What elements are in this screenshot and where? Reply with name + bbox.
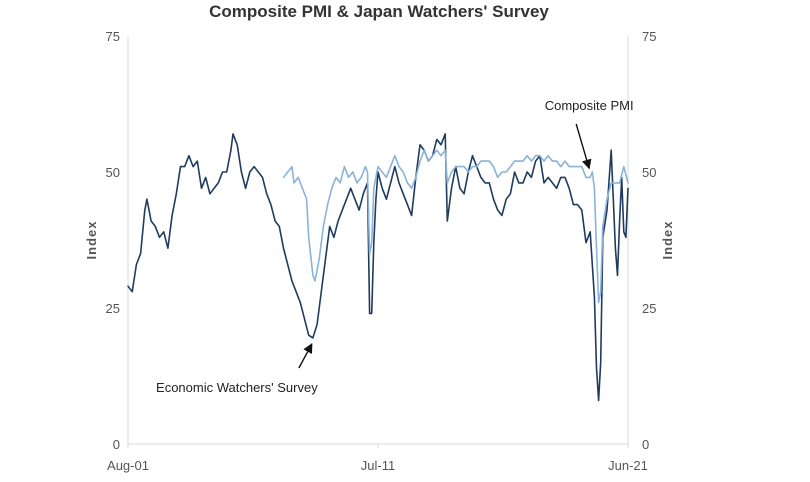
right-y-tick-label: 0 (642, 437, 649, 452)
right-y-tick-labels: 0 25 50 75 (642, 29, 656, 452)
series-line-economic-watchers (127, 133, 629, 402)
x-tick-label: Jun-21 (608, 458, 648, 473)
x-tick-label: Jul-11 (361, 458, 395, 473)
x-tick-labels: Aug-01 Jul-11 Jun-21 (107, 444, 648, 473)
left-y-tick-label: 50 (106, 165, 120, 180)
annotation-composite-pmi: Composite PMI (545, 98, 634, 113)
chart-title: Composite PMI & Japan Watchers' Survey (209, 2, 549, 21)
series-line-composite-pmi (282, 149, 629, 304)
left-y-axis-label: Index (84, 221, 99, 260)
left-y-tick-label: 0 (113, 437, 120, 452)
x-tick-label: Aug-01 (107, 458, 149, 473)
left-y-tick-label: 25 (106, 301, 120, 316)
right-y-tick-label: 75 (642, 29, 656, 44)
annotation-economic-watchers: Economic Watchers' Survey (156, 380, 318, 395)
annotation-layer: Composite PMI Economic Watchers' Survey (156, 98, 634, 395)
left-y-tick-label: 75 (106, 29, 120, 44)
right-y-axis-label: Index (660, 221, 675, 260)
series-layer (127, 133, 629, 402)
annotation-arrow-composite-pmi (575, 123, 592, 170)
right-y-tick-label: 25 (642, 301, 656, 316)
left-y-tick-labels: 0 25 50 75 (106, 29, 120, 452)
right-y-tick-label: 50 (642, 165, 656, 180)
annotation-arrow-economic-watchers (298, 343, 313, 369)
